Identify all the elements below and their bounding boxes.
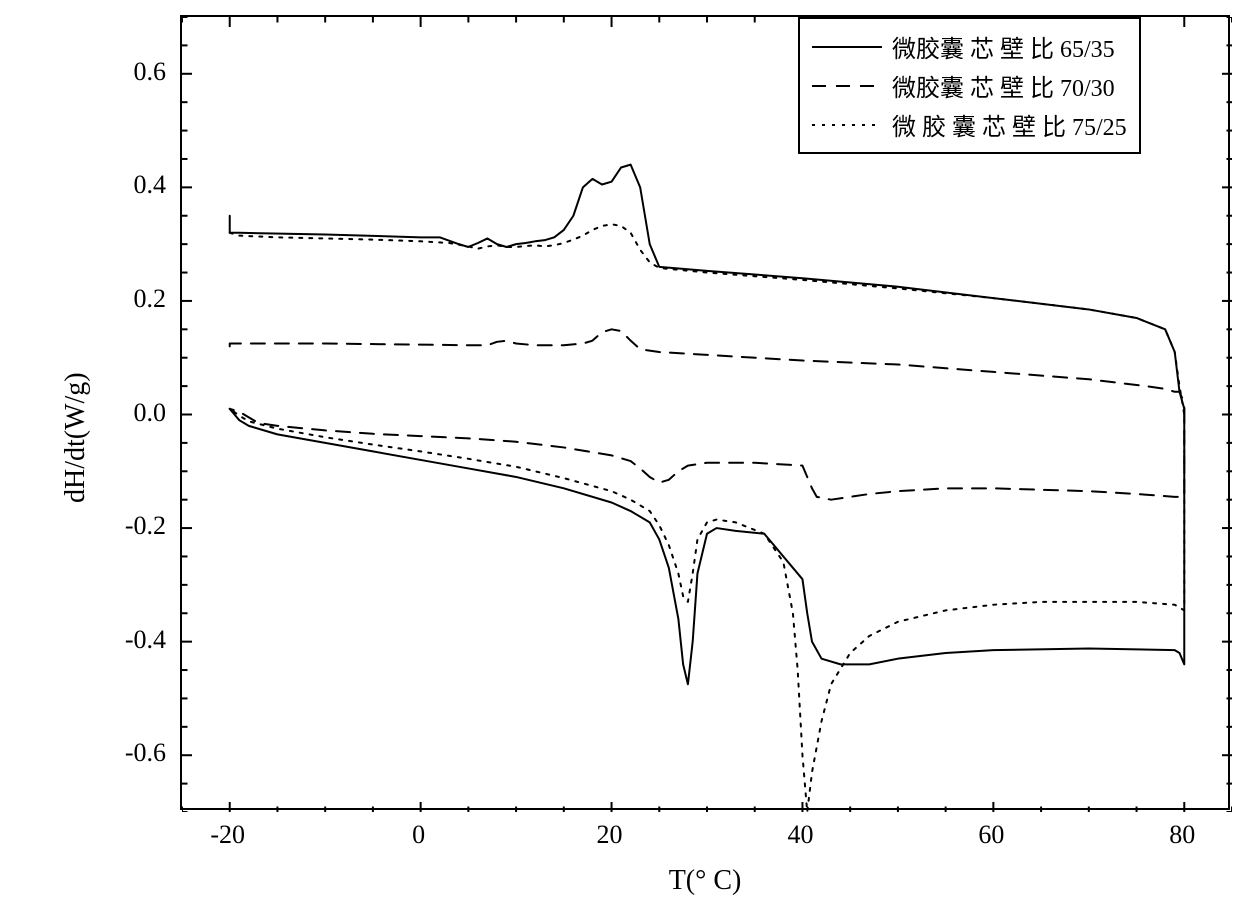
x-tick-label: 40 <box>787 820 813 850</box>
y-tick-label: -0.6 <box>125 738 166 768</box>
dsc-chart: dH/dt(W/g) T(° C) 微胶囊 芯 壁 比 65/35微胶囊 芯 壁… <box>0 0 1240 915</box>
y-axis-label: dH/dt(W/g) <box>60 372 92 503</box>
legend-swatch <box>812 115 882 135</box>
y-tick-label: -0.2 <box>125 511 166 541</box>
x-tick-label: 80 <box>1169 820 1195 850</box>
y-tick-label: 0.4 <box>134 170 167 200</box>
x-tick-label: 0 <box>412 820 425 850</box>
legend-label: 微 胶 囊 芯 壁 比 75/25 <box>892 107 1127 142</box>
y-tick-label: 0.6 <box>134 57 167 87</box>
legend: 微胶囊 芯 壁 比 65/35 微胶囊 芯 壁 比 70/30 微 胶 囊 芯 壁 … <box>798 17 1141 154</box>
y-tick-label: -0.4 <box>125 625 166 655</box>
legend-item: 微 胶 囊 芯 壁 比 75/25 <box>812 105 1127 144</box>
legend-label: 微胶囊 芯 壁 比 70/30 <box>892 68 1115 103</box>
legend-item: 微胶囊 芯 壁 比 65/35 <box>812 27 1127 66</box>
x-tick-label: 20 <box>597 820 623 850</box>
legend-item: 微胶囊 芯 壁 比 70/30 <box>812 66 1127 105</box>
legend-swatch <box>812 37 882 57</box>
x-tick-label: 60 <box>978 820 1004 850</box>
legend-label: 微胶囊 芯 壁 比 65/35 <box>892 29 1115 64</box>
x-axis-label: T(° C) <box>669 865 742 897</box>
x-tick-label: -20 <box>210 820 245 850</box>
legend-swatch <box>812 76 882 96</box>
y-tick-label: 0.0 <box>134 398 167 428</box>
y-tick-label: 0.2 <box>134 284 167 314</box>
